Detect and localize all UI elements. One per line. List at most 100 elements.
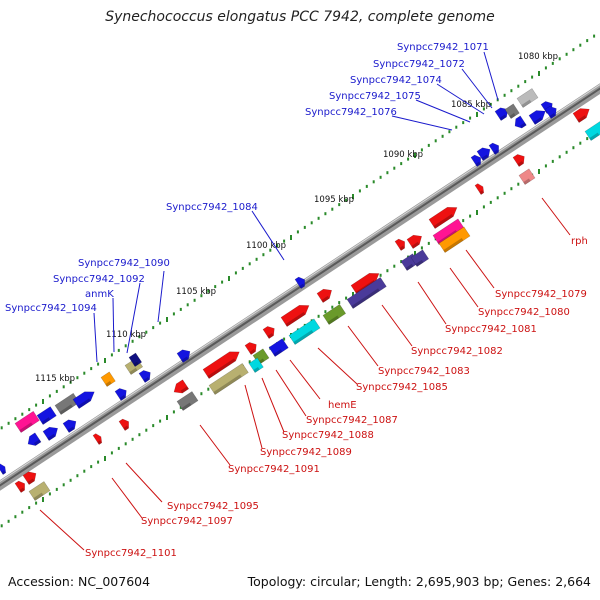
- gene-block[interactable]: [346, 277, 387, 309]
- gene-label[interactable]: Synpcc7942_1071: [397, 42, 489, 53]
- gene-block[interactable]: [268, 338, 289, 357]
- gene-block[interactable]: [62, 417, 79, 433]
- ruler-dot: [420, 148, 423, 152]
- gene-block[interactable]: [14, 479, 28, 493]
- gene-block[interactable]: [322, 304, 347, 325]
- gene-label[interactable]: Synpcc7942_1079: [495, 289, 587, 300]
- ruler-dot: [517, 182, 520, 186]
- gene-block[interactable]: [114, 386, 129, 401]
- gene-block[interactable]: [28, 481, 51, 501]
- ruler-dot: [331, 207, 334, 211]
- gene-label[interactable]: Synpcc7942_1081: [445, 324, 537, 335]
- leader-lines-top: [93, 51, 499, 363]
- gene-block[interactable]: [544, 104, 559, 119]
- gene-label[interactable]: Synpcc7942_1091: [228, 464, 320, 475]
- gene-block[interactable]: [92, 432, 104, 445]
- ruler-dot: [476, 210, 478, 215]
- gene-label[interactable]: Synpcc7942_1092: [53, 274, 145, 285]
- gene-block[interactable]: [176, 347, 193, 363]
- ruler-dot: [551, 61, 554, 65]
- gene-label[interactable]: Synpcc7942_1075: [329, 91, 421, 102]
- ruler-dot: [324, 212, 327, 216]
- gene-block[interactable]: [42, 424, 61, 441]
- ruler-dot: [469, 116, 472, 120]
- gene-block[interactable]: [512, 152, 527, 167]
- gene-block[interactable]: [36, 406, 57, 425]
- gene-block[interactable]: [0, 462, 8, 475]
- gene-label[interactable]: Synpcc7942_1095: [167, 501, 259, 512]
- ruler-dot: [55, 487, 58, 491]
- gene-label[interactable]: hemE: [328, 400, 357, 411]
- gene-block[interactable]: [428, 203, 460, 229]
- ruler-dot: [145, 428, 148, 432]
- ruler-dot: [200, 392, 203, 396]
- gene-block[interactable]: [584, 121, 600, 141]
- gene-block[interactable]: [406, 232, 425, 249]
- gene-block[interactable]: [512, 115, 527, 131]
- gene-block[interactable]: [128, 352, 143, 367]
- gene-block[interactable]: [14, 410, 40, 433]
- gene-label[interactable]: Synpcc7942_1090: [78, 258, 170, 269]
- gene-block[interactable]: [280, 301, 312, 327]
- gene-block[interactable]: [25, 432, 42, 449]
- ruler-dot: [48, 492, 51, 496]
- ruler-dot: [489, 200, 492, 204]
- ruler-dot: [110, 353, 113, 357]
- gene-block[interactable]: [208, 363, 249, 395]
- ruler-dot: [296, 230, 299, 234]
- gene-block[interactable]: [518, 168, 536, 185]
- ruler-dot: [138, 433, 141, 437]
- gene-block[interactable]: [262, 324, 277, 339]
- gene-block[interactable]: [72, 387, 97, 409]
- gene-block[interactable]: [176, 391, 199, 411]
- ruler-dot: [131, 437, 134, 441]
- gene-label[interactable]: Synpcc7942_1088: [282, 430, 374, 441]
- gene-block[interactable]: [100, 371, 116, 387]
- ruler-dot: [166, 317, 168, 322]
- gene-block[interactable]: [118, 417, 132, 431]
- gene-block[interactable]: [494, 105, 511, 121]
- gene-label[interactable]: rph: [571, 236, 588, 247]
- gene-label[interactable]: Synpcc7942_1084: [166, 202, 258, 213]
- gene-label[interactable]: Synpcc7942_1097: [141, 516, 233, 527]
- gene-block[interactable]: [22, 469, 39, 485]
- gene-block[interactable]: [410, 249, 430, 267]
- gene-block[interactable]: [476, 145, 493, 161]
- gene-label[interactable]: anmK: [85, 289, 114, 300]
- gene-block[interactable]: [171, 379, 190, 397]
- gene-block[interactable]: [528, 107, 548, 125]
- gene-label[interactable]: Synpcc7942_1085: [356, 382, 448, 393]
- gene-label[interactable]: Synpcc7942_1083: [378, 366, 470, 377]
- gene-label[interactable]: Synpcc7942_1076: [305, 107, 397, 118]
- gene-label[interactable]: Synpcc7942_1101: [85, 548, 177, 559]
- gene-label[interactable]: Synpcc7942_1089: [260, 447, 352, 458]
- gene-label[interactable]: Synpcc7942_1082: [411, 346, 503, 357]
- gene-block[interactable]: [244, 340, 259, 355]
- gene-label[interactable]: Synpcc7942_1072: [373, 59, 465, 70]
- gene-block[interactable]: [572, 105, 592, 123]
- gene-label[interactable]: Synpcc7942_1074: [350, 75, 442, 86]
- gene-label[interactable]: Synpcc7942_1087: [306, 415, 398, 426]
- gene-block[interactable]: [488, 141, 502, 155]
- ruler-dot: [538, 71, 540, 76]
- ruler-dot: [441, 134, 444, 138]
- gene-block[interactable]: [474, 182, 486, 195]
- gene-block[interactable]: [202, 347, 242, 379]
- gene-block[interactable]: [394, 237, 408, 251]
- gene-block[interactable]: [316, 286, 335, 303]
- ruler-dot: [524, 80, 527, 84]
- ruler-dot: [152, 326, 155, 330]
- ruler-dot: [276, 244, 279, 248]
- gene-block[interactable]: [248, 357, 264, 373]
- gene-block[interactable]: [294, 275, 308, 289]
- gene-block[interactable]: [470, 153, 484, 167]
- gene-block[interactable]: [138, 368, 153, 383]
- gene-label[interactable]: Synpcc7942_1080: [478, 307, 570, 318]
- gene-block[interactable]: [438, 226, 471, 253]
- gene-block[interactable]: [288, 318, 321, 345]
- ruler-dot: [241, 266, 244, 270]
- gene-block[interactable]: [504, 103, 520, 119]
- gene-block[interactable]: [516, 88, 539, 108]
- ruler-dot: [283, 337, 286, 341]
- gene-label[interactable]: Synpcc7942_1094: [5, 303, 97, 314]
